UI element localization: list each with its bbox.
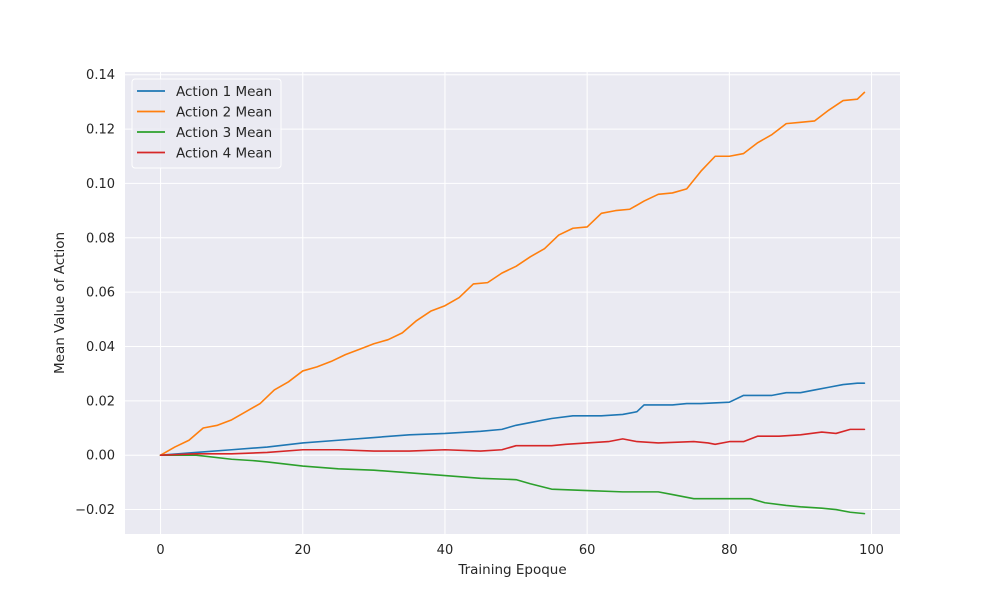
series-line-action-1 [159, 382, 866, 456]
series-line-action-3 [159, 454, 866, 515]
y-tick-label: 0.08 [86, 231, 115, 246]
y-tick-label: 0.12 [86, 123, 115, 138]
y-tick-label: 0.14 [86, 68, 115, 83]
x-tick-label: 80 [721, 543, 738, 558]
y-axis-label: Mean Value of Action [52, 232, 68, 374]
legend-label-action-2: Action 2 Mean [176, 105, 272, 121]
series-line-action-2 [159, 91, 866, 456]
grid [125, 72, 900, 534]
legend-box [131, 78, 282, 169]
y-tick-label: −0.02 [75, 503, 115, 518]
x-tick-label: 60 [579, 543, 596, 558]
x-tick-label: 100 [859, 543, 884, 558]
legend-label-action-3: Action 3 Mean [176, 125, 272, 141]
x-axis-ticks: 0 20 40 60 80 100 [156, 543, 884, 558]
y-tick-label: 0.06 [86, 286, 115, 301]
legend: Action 1 Mean Action 2 Mean Action 3 Mean A… [131, 78, 282, 169]
y-tick-label: 0.02 [86, 394, 115, 409]
x-tick-label: 0 [156, 543, 164, 558]
series-line-action-4 [159, 428, 866, 456]
legend-label-action-1: Action 1 Mean [176, 84, 272, 100]
x-tick-label: 20 [294, 543, 311, 558]
legend-label-action-4: Action 4 Mean [176, 146, 272, 162]
x-tick-label: 40 [437, 543, 454, 558]
y-axis-ticks: −0.02 0.00 0.02 0.04 0.06 0.08 0.10 0.12 0.14 [75, 68, 115, 518]
y-tick-label: 0.04 [86, 340, 115, 355]
y-tick-label: 0.00 [86, 449, 115, 464]
y-tick-label: 0.10 [86, 177, 115, 192]
series-lines [159, 91, 866, 515]
x-axis-label: Training Epoque [457, 562, 566, 578]
